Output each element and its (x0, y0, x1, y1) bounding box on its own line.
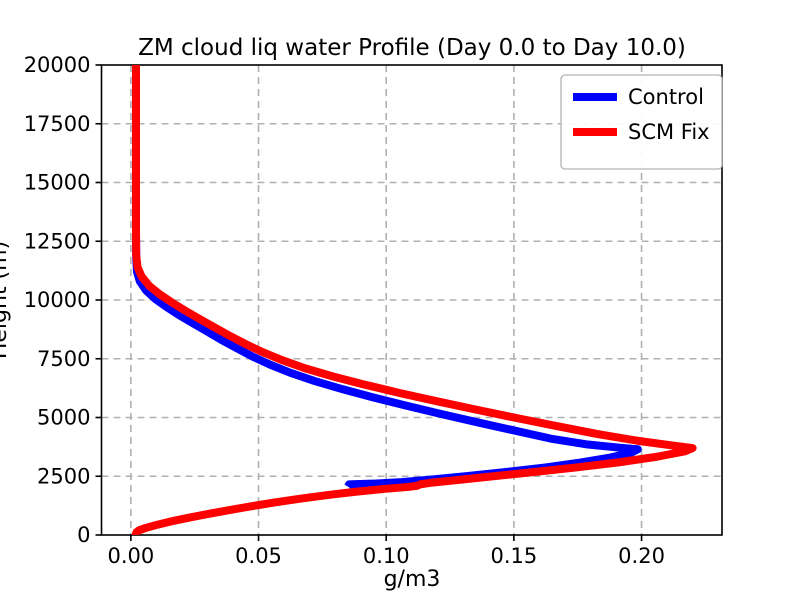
x-tick-label-3: 0.15 (491, 544, 538, 568)
x-axis-label: g/m3 (384, 567, 441, 592)
y-tick-label-6: 15000 (24, 171, 91, 195)
y-tick-label-2: 5000 (37, 406, 90, 430)
x-tick-label-0: 0.00 (107, 544, 154, 568)
y-axis-ticks (95, 64, 102, 536)
y-tick-label-8: 20000 (24, 53, 91, 77)
y-tick-label-0: 0 (77, 523, 90, 547)
data-series-group (131, 65, 697, 535)
x-tick-label-1: 0.05 (235, 544, 282, 568)
y-axis-label: Height (m) (0, 241, 12, 359)
y-tick-label-7: 17500 (24, 112, 91, 136)
y-axis-tick-labels: 0 2500 5000 7500 10000 12500 15000 17500 20000 (24, 53, 91, 547)
y-tick-label-4: 10000 (24, 288, 91, 312)
y-tick-label-3: 7500 (37, 347, 90, 371)
y-tick-label-5: 12500 (24, 229, 91, 253)
x-axis-tick-labels: 0.00 0.05 0.10 0.15 0.20 (107, 544, 664, 568)
legend-label-control: Control (628, 85, 704, 109)
chart-title: ZM cloud liq water Profile (Day 0.0 to D… (138, 35, 686, 61)
chart-legend[interactable]: Control SCM Fix (560, 74, 723, 170)
x-axis-ticks (130, 535, 643, 541)
x-tick-label-4: 0.20 (618, 544, 665, 568)
grid-horizontal (101, 122, 722, 478)
series-line-scm-fix (131, 65, 697, 535)
x-tick-label-2: 0.10 (363, 544, 410, 568)
legend-label-scm-fix: SCM Fix (628, 120, 710, 144)
y-tick-label-1: 2500 (37, 464, 90, 488)
